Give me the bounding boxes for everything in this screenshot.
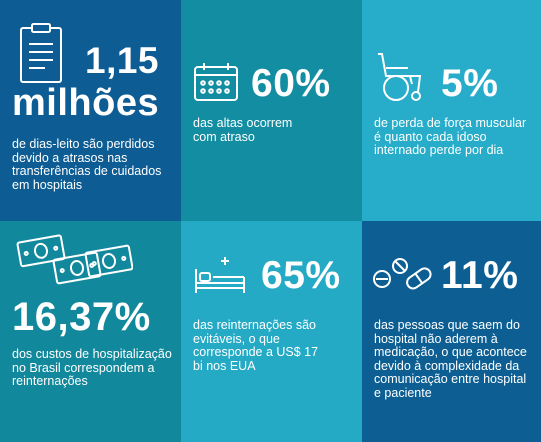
stat-value: 11% xyxy=(441,254,519,297)
stat-description: de perda de força muscular é quanto cada… xyxy=(374,116,527,157)
stat-value: 5% xyxy=(441,62,499,105)
stat-tile-bed-days: 1,15 milhões de dias-leito são perdidos … xyxy=(0,0,181,221)
stat-description: dos custos de hospitalização no Brasil c… xyxy=(12,347,172,388)
stat-value: 60% xyxy=(251,62,331,105)
stat-value: 16,37% xyxy=(12,295,151,339)
stat-tile-avoidable-readmissions: 65% das reinternações são evitáveis, o q… xyxy=(181,221,362,442)
stat-value: 1,15 xyxy=(85,40,160,81)
stat-tile-muscle-loss: 5% de perda de força muscular é quanto c… xyxy=(362,0,541,221)
money-icon xyxy=(15,233,133,291)
stat-tile-medication-adherence: 11% das pessoas que saem do hospital não… xyxy=(362,221,541,442)
stat-description: das altas ocorrem com atraso xyxy=(193,116,293,144)
pills-icon xyxy=(372,257,434,291)
stat-value: 65% xyxy=(261,254,341,297)
clipboard-icon xyxy=(19,22,63,84)
hospital-bed-icon xyxy=(193,255,247,295)
stat-description: das pessoas que saem do hospital não ade… xyxy=(374,318,527,400)
stat-description: de dias-leito são perdidos devido a atra… xyxy=(12,137,162,192)
wheelchair-icon xyxy=(374,50,428,104)
stat-description: das reinternações são evitáveis, o que c… xyxy=(193,318,319,373)
stat-tile-late-discharges: 60% das altas ocorrem com atraso xyxy=(181,0,362,221)
calendar-icon xyxy=(193,62,239,102)
stat-tile-readmission-costs: 16,37% dos custos de hospitalização no B… xyxy=(0,221,181,442)
stat-value-unit: milhões xyxy=(12,82,160,124)
